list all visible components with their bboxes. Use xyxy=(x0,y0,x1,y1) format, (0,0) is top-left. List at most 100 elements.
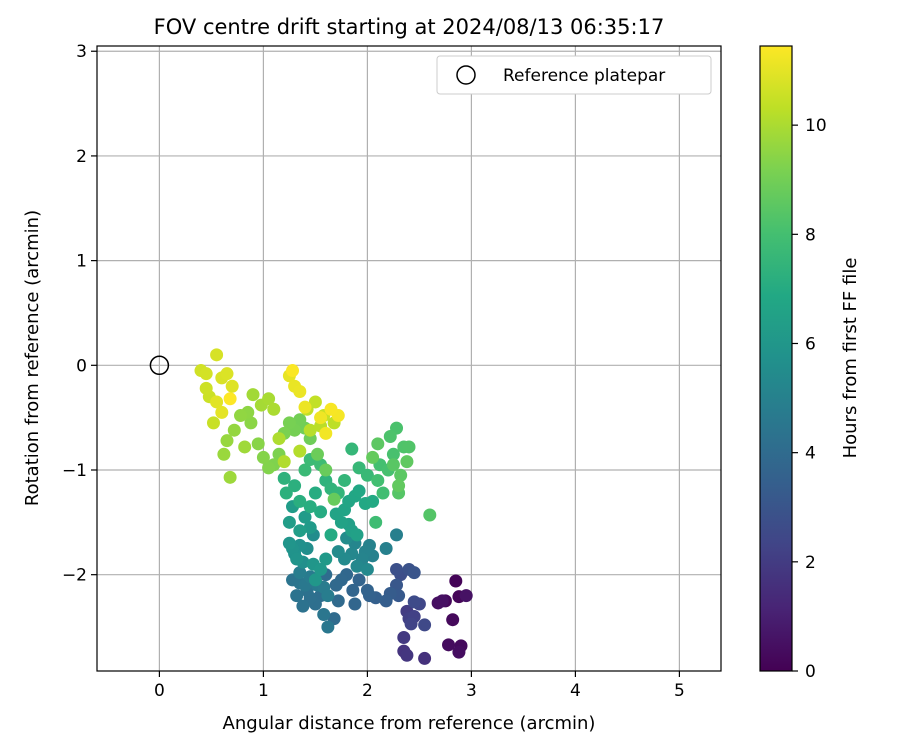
data-point xyxy=(290,552,304,566)
data-point xyxy=(418,651,432,665)
x-tick-label: 1 xyxy=(258,681,269,701)
data-point xyxy=(321,620,335,634)
data-point xyxy=(319,463,333,477)
data-point xyxy=(400,455,414,469)
data-point xyxy=(386,447,400,461)
y-tick-label: −2 xyxy=(62,566,87,586)
y-tick-label: 0 xyxy=(76,356,87,376)
data-point xyxy=(327,492,341,506)
data-point xyxy=(310,447,324,461)
data-point xyxy=(314,505,328,519)
data-point xyxy=(227,423,241,437)
data-point xyxy=(317,607,331,621)
data-point xyxy=(394,468,408,482)
data-point xyxy=(371,437,385,451)
plot-area: 0 1 2 3 4 5 −2 −1 0 1 2 3 xyxy=(62,42,722,701)
data-point xyxy=(293,444,307,458)
data-point xyxy=(390,528,404,542)
data-point xyxy=(348,597,362,611)
data-point xyxy=(308,486,322,500)
data-point xyxy=(329,578,343,592)
data-point xyxy=(251,437,265,451)
data-point xyxy=(293,566,307,580)
data-point xyxy=(314,411,328,425)
data-point xyxy=(319,426,333,440)
data-point xyxy=(308,395,322,409)
data-point xyxy=(350,559,364,573)
data-point xyxy=(338,473,352,487)
data-point xyxy=(293,494,307,508)
x-tick-label: 0 xyxy=(154,681,165,701)
data-point xyxy=(293,413,307,427)
x-tick-label: 3 xyxy=(466,681,477,701)
data-point xyxy=(346,583,360,597)
data-point xyxy=(277,471,291,485)
data-point xyxy=(383,429,397,443)
data-point xyxy=(360,583,374,597)
data-point xyxy=(298,463,312,477)
data-point xyxy=(256,450,270,464)
scatter-points xyxy=(194,348,473,665)
plot-background xyxy=(97,46,721,671)
colorbar-tick-label: 2 xyxy=(805,553,816,573)
data-point xyxy=(371,473,385,487)
data-point xyxy=(324,528,338,542)
data-point xyxy=(288,479,302,493)
data-point xyxy=(369,515,383,529)
legend-box xyxy=(436,55,712,95)
data-point xyxy=(234,409,248,423)
colorbar-tick-label: 6 xyxy=(805,334,816,354)
data-point xyxy=(223,470,237,484)
colorbar-tick-label: 4 xyxy=(805,444,816,464)
data-point xyxy=(286,364,300,378)
x-tick-label: 5 xyxy=(674,681,685,701)
data-point xyxy=(238,440,252,454)
data-point xyxy=(223,392,237,406)
x-axis-ticks: 0 1 2 3 4 5 xyxy=(154,671,685,701)
data-point xyxy=(366,494,380,508)
data-point xyxy=(314,562,328,576)
data-point xyxy=(352,461,366,475)
plot-frame xyxy=(96,45,722,672)
legend-entry: Reference platepar xyxy=(503,66,665,86)
legend-marker-icon xyxy=(456,65,476,85)
data-point xyxy=(303,500,317,514)
data-point xyxy=(386,458,400,472)
data-point xyxy=(402,440,416,454)
data-point xyxy=(423,508,437,522)
data-point xyxy=(392,479,406,493)
data-point xyxy=(308,573,322,587)
data-point xyxy=(418,618,432,632)
x-tick-label: 2 xyxy=(362,681,373,701)
y-tick-label: 1 xyxy=(76,252,87,272)
data-point xyxy=(244,416,258,430)
data-point xyxy=(296,599,310,613)
data-point xyxy=(446,613,460,627)
data-point xyxy=(449,574,463,588)
data-point xyxy=(303,521,317,535)
data-point xyxy=(319,552,333,566)
data-point xyxy=(262,392,276,406)
data-point xyxy=(303,423,317,437)
data-point xyxy=(331,545,345,559)
data-point xyxy=(452,645,466,659)
colorbar-tick-label: 0 xyxy=(805,662,816,682)
chart-title: FOV centre drift starting at 2024/08/13 … xyxy=(154,15,665,39)
data-point xyxy=(407,595,421,609)
colorbar-label: Hours from first FF file xyxy=(840,258,861,459)
data-point xyxy=(400,648,414,662)
data-point xyxy=(442,638,456,652)
data-point xyxy=(220,367,234,381)
data-point xyxy=(217,447,231,461)
data-point xyxy=(290,589,304,603)
reference-platepar-marker xyxy=(149,355,170,376)
data-point xyxy=(210,395,224,409)
data-point xyxy=(210,348,224,362)
data-point xyxy=(366,450,380,464)
legend: Reference platepar xyxy=(436,55,712,95)
data-point xyxy=(435,594,449,608)
grid xyxy=(97,46,721,671)
data-point xyxy=(352,573,366,587)
data-point xyxy=(282,536,296,550)
